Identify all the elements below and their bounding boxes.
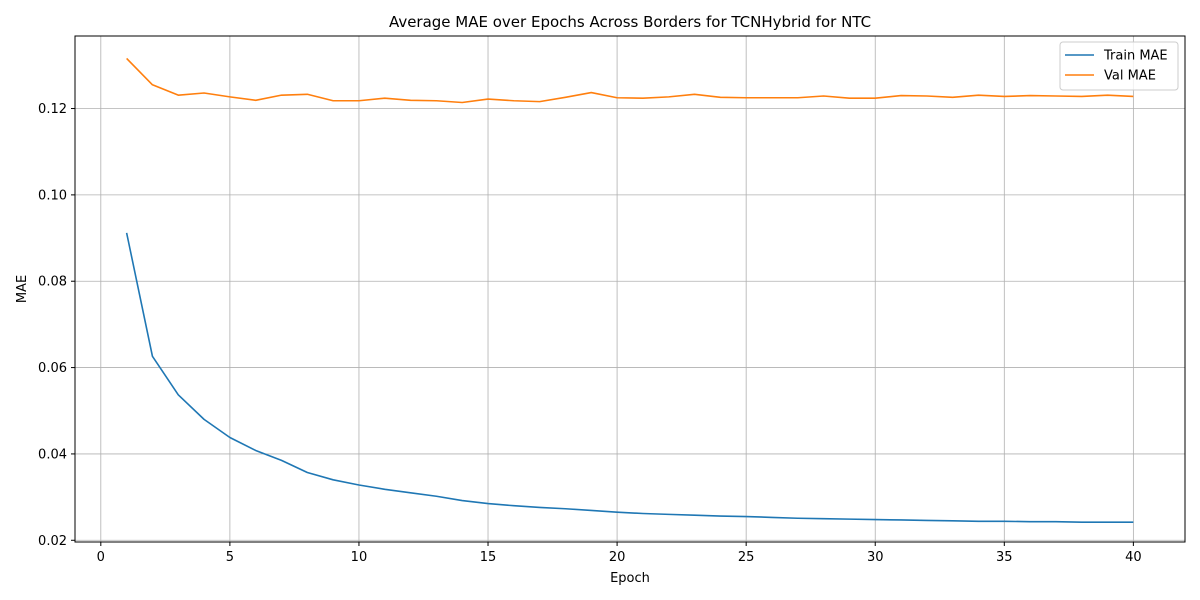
x-axis: 0 5 10 15 20 25 30 35 40: [97, 542, 1142, 565]
x-tick-label: 5: [226, 550, 234, 565]
y-axis: 0.02 0.04 0.06 0.08 0.10 0.12: [38, 102, 75, 549]
y-axis-label: MAE: [15, 275, 30, 303]
y-tick-label: 0.12: [38, 102, 67, 117]
plot-background: [75, 36, 1185, 542]
chart-title: Average MAE over Epochs Across Borders f…: [389, 13, 871, 31]
y-tick-label: 0.08: [38, 275, 67, 290]
x-tick-label: 30: [867, 550, 884, 565]
y-tick-label: 0.04: [38, 447, 67, 462]
legend: Train MAE Val MAE: [1059, 41, 1179, 91]
x-tick-label: 0: [97, 550, 105, 565]
x-tick-label: 10: [351, 550, 368, 565]
x-axis-label: Epoch: [610, 571, 650, 586]
x-tick-label: 15: [480, 550, 497, 565]
x-tick-label: 40: [1125, 550, 1142, 565]
x-tick-label: 20: [609, 550, 626, 565]
x-tick-label: 25: [738, 550, 755, 565]
plot-frame: [74, 35, 1186, 543]
x-tick-label: 35: [996, 550, 1013, 565]
grid: [75, 36, 1185, 542]
series-line-val-mae: [126, 57, 1134, 104]
series-layer: [125, 57, 1134, 523]
y-tick-label: 0.10: [38, 188, 67, 203]
legend-label-val-mae: Val MAE: [1104, 69, 1156, 84]
legend-label-train-mae: Train MAE: [1103, 49, 1168, 64]
series-line-train-mae: [125, 232, 1134, 523]
y-tick-label: 0.02: [38, 534, 67, 549]
legend-box: [1059, 41, 1179, 91]
y-tick-label: 0.06: [38, 361, 67, 376]
